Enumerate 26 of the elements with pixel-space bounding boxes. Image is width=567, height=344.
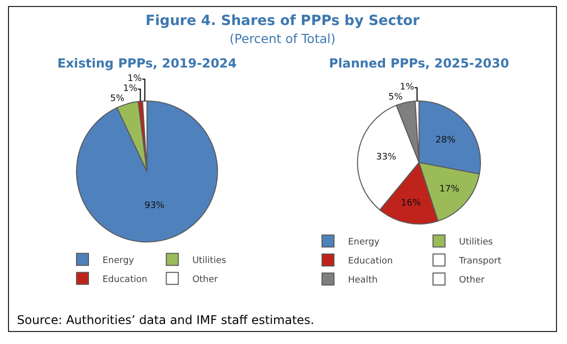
chart-title: Planned PPPs, 2025-2030 bbox=[328, 55, 510, 70]
data-label: 5% bbox=[388, 92, 404, 103]
legend-label: Education bbox=[102, 274, 148, 285]
legend-label: Transport bbox=[458, 256, 502, 266]
legend-label: Education bbox=[348, 256, 393, 266]
legend-label: Energy bbox=[348, 237, 380, 248]
legend-label: Utilities bbox=[192, 256, 226, 266]
data-label: 1% bbox=[128, 74, 142, 84]
pie-slice bbox=[76, 100, 218, 242]
legend-label: Energy bbox=[102, 256, 135, 266]
data-label: 1% bbox=[123, 84, 138, 94]
data-label: 1% bbox=[400, 82, 415, 93]
chart-title: Existing PPPs, 2019-2024 bbox=[57, 55, 237, 70]
text: Figure 4. Shares of PPPs by Sector bbox=[144, 13, 421, 29]
data-label: 16% bbox=[400, 198, 422, 208]
data-label: 93% bbox=[144, 200, 165, 211]
data-label: 17% bbox=[439, 184, 460, 194]
data-label: 5% bbox=[110, 94, 125, 104]
text: (Percent of Total) bbox=[228, 31, 336, 46]
data-label: 33% bbox=[376, 152, 397, 162]
legend-label: Utilities bbox=[459, 237, 494, 248]
legend-label: Other bbox=[459, 275, 485, 286]
source-note: Source: Authorities’ data and IMF staff estimates. bbox=[17, 313, 314, 327]
data-label: 28% bbox=[436, 135, 456, 146]
legend-label: Health bbox=[348, 275, 378, 286]
legend-label: Other bbox=[192, 274, 218, 285]
